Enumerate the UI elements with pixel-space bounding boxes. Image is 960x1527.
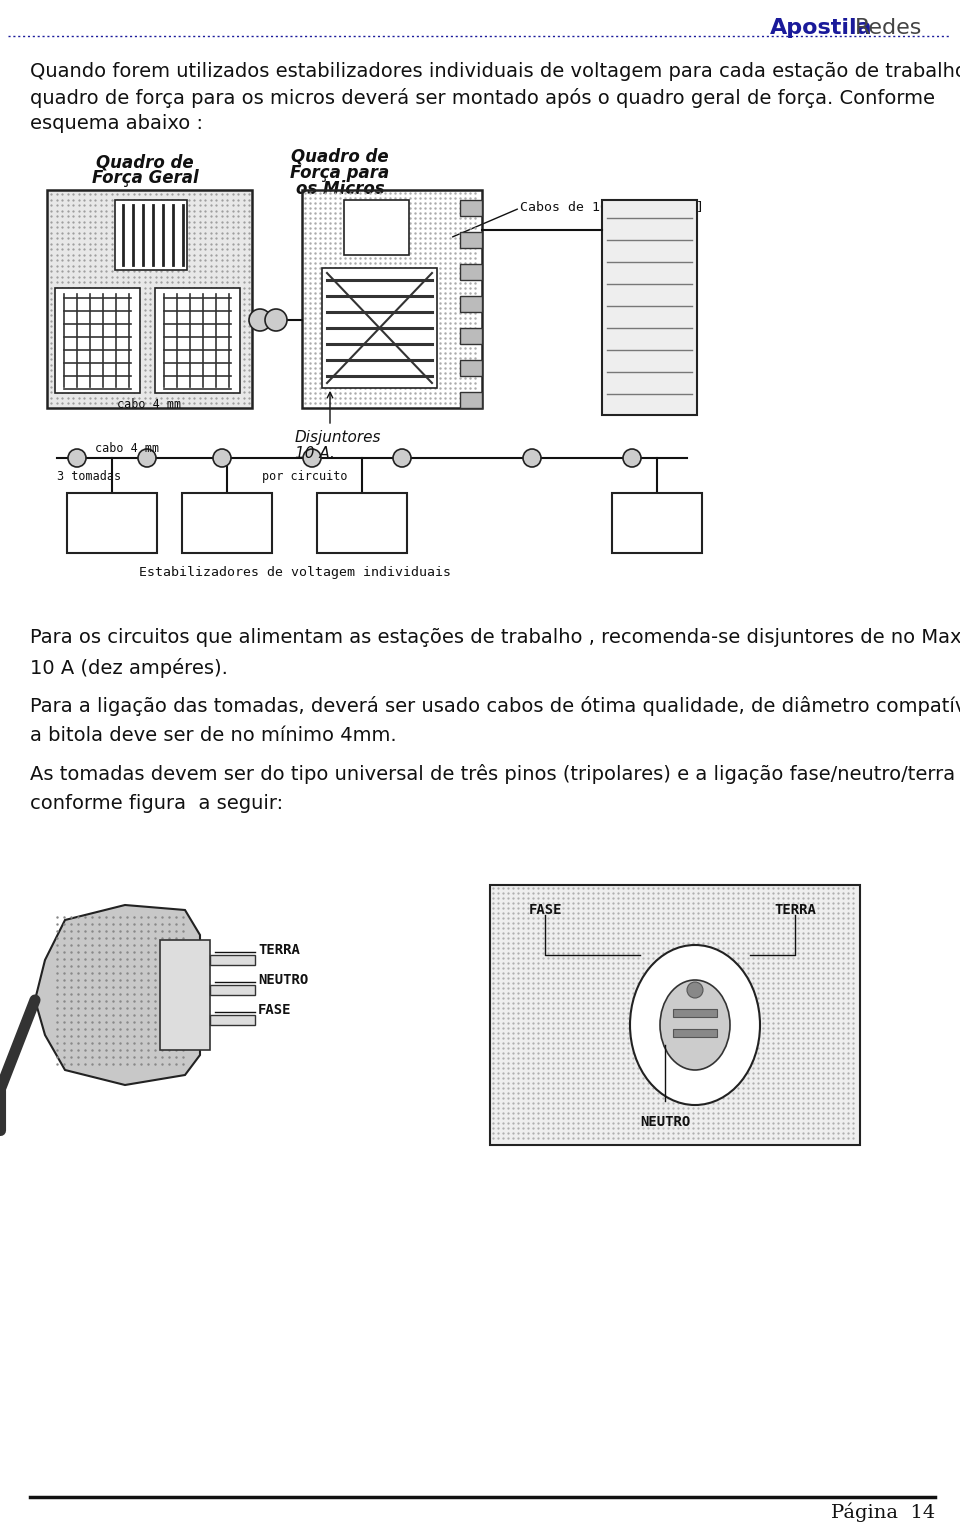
Text: conforme figura  a seguir:: conforme figura a seguir: xyxy=(30,794,283,812)
Bar xyxy=(210,954,255,965)
Text: os Micros: os Micros xyxy=(296,180,384,199)
Ellipse shape xyxy=(630,945,760,1106)
Text: Página  14: Página 14 xyxy=(830,1503,935,1522)
Text: Apostila: Apostila xyxy=(770,18,873,38)
Text: NEUTRO: NEUTRO xyxy=(258,973,308,986)
Circle shape xyxy=(393,449,411,467)
Polygon shape xyxy=(35,906,200,1086)
Text: Estabilizadores de voltagem individuais: Estabilizadores de voltagem individuais xyxy=(139,567,451,579)
Bar xyxy=(460,392,482,408)
Text: As tomadas devem ser do tipo universal de três pinos (tripolares) e a ligação fa: As tomadas devem ser do tipo universal d… xyxy=(30,764,955,783)
Text: Para a ligação das tomadas, deverá ser usado cabos de ótima qualidade, de diâmet: Para a ligação das tomadas, deverá ser u… xyxy=(30,696,960,716)
Bar xyxy=(115,200,187,270)
Text: Cabos de 10 mm [mínimo]: Cabos de 10 mm [mínimo] xyxy=(520,200,704,212)
Bar xyxy=(317,493,407,553)
Bar xyxy=(460,232,482,247)
Bar xyxy=(612,493,702,553)
Circle shape xyxy=(523,449,541,467)
Bar xyxy=(47,189,252,408)
Bar xyxy=(155,289,240,392)
Bar xyxy=(490,886,860,1145)
Text: 3 tomadas: 3 tomadas xyxy=(57,470,121,483)
Text: FASE: FASE xyxy=(528,902,562,918)
Text: Para os circuitos que alimentam as estações de trabalho , recomenda-se disjuntor: Para os circuitos que alimentam as estaç… xyxy=(30,628,960,647)
Circle shape xyxy=(249,308,271,331)
Text: quadro de força para os micros deverá ser montado após o quadro geral de força. : quadro de força para os micros deverá se… xyxy=(30,89,935,108)
Circle shape xyxy=(687,982,703,999)
Text: Quadro de: Quadro de xyxy=(291,148,389,166)
Text: 10 A (dez ampéres).: 10 A (dez ampéres). xyxy=(30,658,228,678)
Text: Força para: Força para xyxy=(290,163,390,182)
Text: cabo 4 mm: cabo 4 mm xyxy=(95,441,159,455)
Text: Quadro de: Quadro de xyxy=(96,153,194,171)
Bar xyxy=(302,189,482,408)
Text: Quando forem utilizados estabilizadores individuais de voltagem para cada estaçã: Quando forem utilizados estabilizadores … xyxy=(30,63,960,81)
Bar xyxy=(344,200,409,255)
Circle shape xyxy=(303,449,321,467)
Ellipse shape xyxy=(660,980,730,1070)
Circle shape xyxy=(265,308,287,331)
Circle shape xyxy=(68,449,86,467)
Bar xyxy=(67,493,157,553)
Text: por circuito: por circuito xyxy=(262,470,348,483)
Bar xyxy=(673,1009,717,1017)
Bar xyxy=(602,200,697,415)
Bar xyxy=(210,1015,255,1025)
Bar xyxy=(55,289,140,392)
Circle shape xyxy=(623,449,641,467)
Circle shape xyxy=(213,449,231,467)
Bar xyxy=(460,200,482,215)
Text: 10 A.: 10 A. xyxy=(295,446,335,461)
Bar xyxy=(673,1029,717,1037)
Bar xyxy=(210,985,255,996)
Text: a bitola deve ser de no mínimo 4mm.: a bitola deve ser de no mínimo 4mm. xyxy=(30,725,396,745)
Bar xyxy=(460,296,482,312)
Text: TERRA: TERRA xyxy=(258,944,300,957)
Text: TERRA: TERRA xyxy=(774,902,816,918)
Bar xyxy=(160,941,210,1051)
Text: cabo 4 mm: cabo 4 mm xyxy=(117,399,181,411)
Bar xyxy=(460,264,482,279)
Text: Redes: Redes xyxy=(855,18,923,38)
Text: NEUTRO: NEUTRO xyxy=(640,1115,690,1128)
Bar xyxy=(322,269,437,388)
Text: FASE: FASE xyxy=(258,1003,292,1017)
Text: Força Geral: Força Geral xyxy=(91,169,199,186)
Text: Disjuntores: Disjuntores xyxy=(295,431,381,444)
Circle shape xyxy=(138,449,156,467)
Bar xyxy=(182,493,272,553)
Bar xyxy=(460,328,482,344)
Bar xyxy=(460,360,482,376)
Text: esquema abaixo :: esquema abaixo : xyxy=(30,115,203,133)
